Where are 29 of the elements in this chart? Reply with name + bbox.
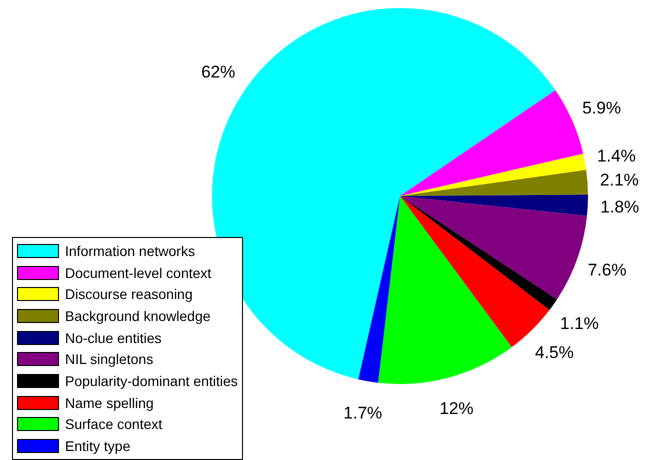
legend-label: Entity type <box>65 438 130 454</box>
data-label: 1.1% <box>560 314 599 333</box>
legend-label: Discourse reasoning <box>65 286 193 302</box>
pie-slice <box>400 170 588 196</box>
legend-label: Background knowledge <box>65 308 211 324</box>
data-label: 7.6% <box>588 260 626 280</box>
data-label: 12% <box>440 399 474 418</box>
legend-label: Document-level context <box>65 264 212 281</box>
legend-label: Information networks <box>65 242 195 259</box>
legend-label: Name spelling <box>65 394 154 411</box>
pie-slice <box>400 196 550 348</box>
legend-label: Popularity-dominant entities <box>65 373 238 390</box>
data-label: 1.8% <box>600 197 640 216</box>
pie-slice <box>378 196 512 384</box>
legend-label: NIL singletons <box>65 351 154 368</box>
legend-label: Surface context <box>65 416 162 432</box>
legend-label: No-clue entities <box>65 330 162 346</box>
data-label: 5.9% <box>582 98 621 118</box>
pie-slice <box>400 90 584 196</box>
data-label: 1.7% <box>343 403 382 422</box>
pie-slice <box>400 194 588 216</box>
pie-slice <box>400 196 557 310</box>
pie-slice <box>400 196 587 300</box>
data-label: 4.5% <box>534 343 574 362</box>
data-label: 2.1% <box>600 170 639 190</box>
data-label: 62% <box>201 62 236 82</box>
pie-slice <box>358 196 400 383</box>
data-label: 1.4% <box>596 146 636 166</box>
pie-slice <box>400 154 586 196</box>
